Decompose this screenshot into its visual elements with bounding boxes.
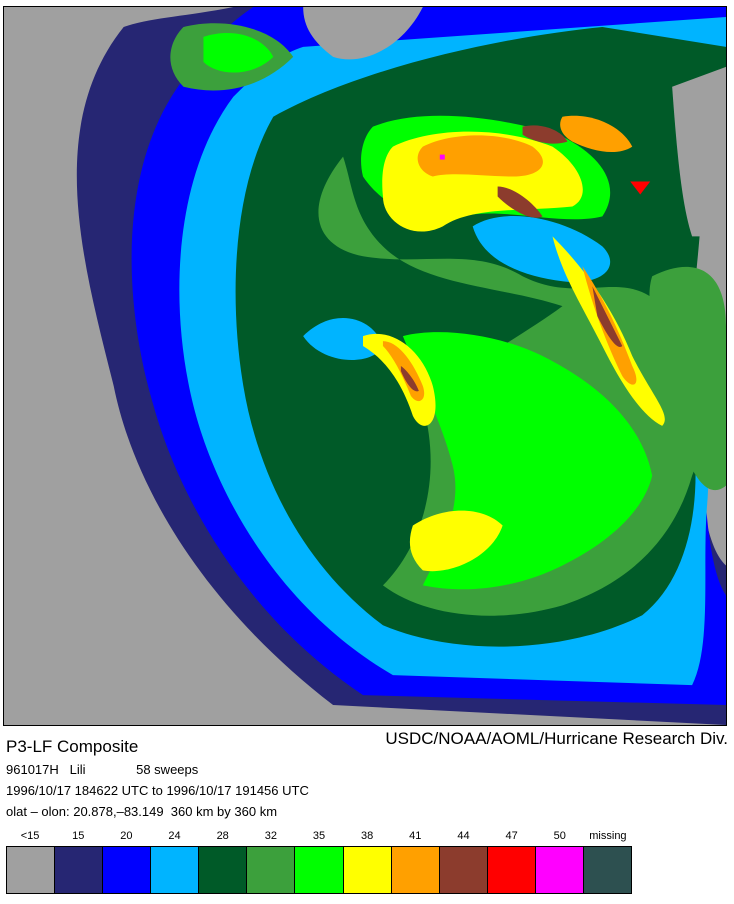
credit-text: USDC/NOAA/AOML/Hurricane Research Div. xyxy=(385,729,728,748)
legend-label: 44 xyxy=(457,830,470,842)
legend-label: 47 xyxy=(505,830,518,842)
legend-swatch xyxy=(55,847,104,893)
band-24-dbz-inner xyxy=(303,318,383,360)
legend-label: 50 xyxy=(553,830,566,842)
band-41-dbz xyxy=(417,135,543,177)
product-title: P3-LF Composite xyxy=(6,737,139,756)
radar-composite-map xyxy=(3,6,727,726)
band-35-dbz-northwest xyxy=(203,33,274,73)
legend-label: 24 xyxy=(168,830,181,842)
band-32-dbz-east xyxy=(649,266,726,491)
legend-swatch xyxy=(103,847,152,893)
legend-swatch xyxy=(295,847,344,893)
storm-id: 961017H xyxy=(6,762,59,777)
legend-label: 35 xyxy=(312,830,326,842)
location-info: olat – olon: 20.878,–83.149 360 km by 36… xyxy=(6,804,278,819)
legend-label: 15 xyxy=(72,830,85,842)
legend-swatch xyxy=(7,847,56,893)
legend-label: 20 xyxy=(120,830,133,842)
storm-info-line: 961017H Lili 58 sweeps xyxy=(6,762,198,777)
sweep-count: 58 sweeps xyxy=(136,762,199,777)
legend-label: 41 xyxy=(409,830,422,842)
band-38-dbz-south xyxy=(409,510,503,572)
legend-labels: <15 15 20 24 28 32 35 38 41 44 47 50 missing xyxy=(6,828,630,846)
radar-reflectivity-image xyxy=(4,7,726,725)
band-47-dbz xyxy=(630,181,651,195)
legend-swatch xyxy=(391,847,440,893)
band-44-dbz-rainband xyxy=(592,286,623,348)
legend-swatch xyxy=(199,847,248,893)
band-50-dbz xyxy=(439,154,445,160)
legend-label: 32 xyxy=(264,830,277,842)
legend-label: 28 xyxy=(216,830,229,842)
band-44-dbz xyxy=(497,186,543,218)
legend-swatch xyxy=(487,847,536,893)
legend-label: missing xyxy=(589,830,627,842)
band-41-dbz-east xyxy=(560,115,633,153)
legend-label: 38 xyxy=(361,830,374,842)
legend-swatch xyxy=(343,847,392,893)
missing-data-region xyxy=(303,7,423,60)
color-scale-legend: <15 15 20 24 28 32 35 38 41 44 47 50 missing xyxy=(6,828,632,894)
legend-swatch xyxy=(247,847,296,893)
band-38-dbz-spiral xyxy=(363,333,436,426)
storm-name: Lili xyxy=(69,762,86,777)
legend-swatches xyxy=(6,846,632,894)
legend-label: <15 xyxy=(20,830,40,842)
missing-data-region xyxy=(672,66,726,237)
band-44-dbz-spiral xyxy=(400,366,419,392)
legend-swatch xyxy=(151,847,200,893)
time-range: 1996/10/17 184622 UTC to 1996/10/17 1914… xyxy=(6,783,309,798)
legend-swatch xyxy=(535,847,584,893)
legend-swatch xyxy=(583,847,632,893)
legend-swatch xyxy=(439,847,488,893)
band-44-dbz-north xyxy=(522,125,568,144)
